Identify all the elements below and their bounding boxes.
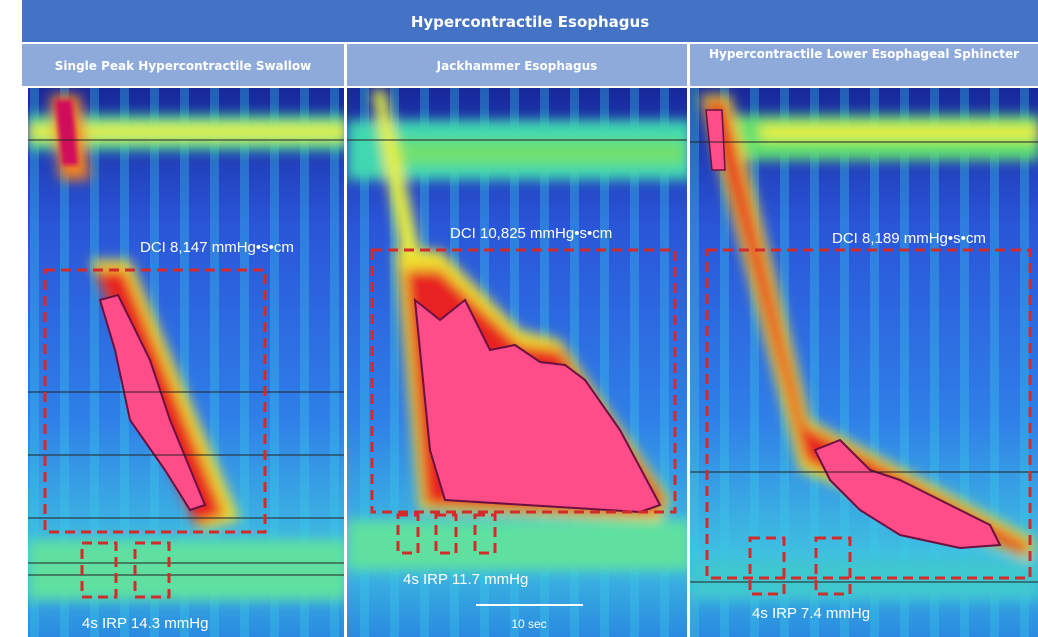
dci-label: DCI 10,825 mmHg•s•cm bbox=[450, 225, 612, 242]
irp-label: 4s IRP 11.7 mmHg bbox=[403, 571, 528, 588]
panel-title: Hypercontractile Lower Esophageal Sphinc… bbox=[700, 46, 1028, 63]
irp-label: 4s IRP 14.3 mmHg bbox=[82, 615, 208, 632]
dci-label: DCI 8,147 mmHg•s•cm bbox=[140, 239, 294, 256]
irp-label: 4s IRP 7.4 mmHg bbox=[752, 605, 870, 622]
panel-title: Jackhammer Esophagus bbox=[436, 59, 598, 73]
pressure-plot bbox=[347, 88, 692, 637]
figure: Hypercontractile Esophagus Single Peak H… bbox=[0, 0, 1038, 637]
panel-title-wrap: Hypercontractile Lower Esophageal Sphinc… bbox=[700, 46, 1028, 86]
scale-label: 10 sec bbox=[511, 617, 546, 631]
pressure-plot bbox=[28, 88, 348, 637]
dci-label: DCI 8,189 mmHg•s•cm bbox=[832, 230, 986, 247]
panel-title: Single Peak Hypercontractile Swallow bbox=[55, 59, 311, 73]
header-title: Hypercontractile Esophagus bbox=[411, 13, 649, 31]
pressure-plot bbox=[690, 88, 1038, 637]
